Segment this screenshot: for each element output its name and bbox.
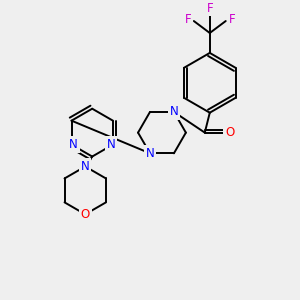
Text: F: F bbox=[184, 13, 191, 26]
Text: O: O bbox=[225, 126, 234, 139]
Text: F: F bbox=[228, 13, 235, 26]
Text: N: N bbox=[146, 147, 154, 160]
Text: N: N bbox=[69, 138, 78, 151]
Text: N: N bbox=[106, 138, 115, 151]
Text: O: O bbox=[81, 208, 90, 221]
Text: N: N bbox=[169, 105, 178, 119]
Text: F: F bbox=[206, 2, 213, 15]
Text: N: N bbox=[81, 160, 90, 173]
